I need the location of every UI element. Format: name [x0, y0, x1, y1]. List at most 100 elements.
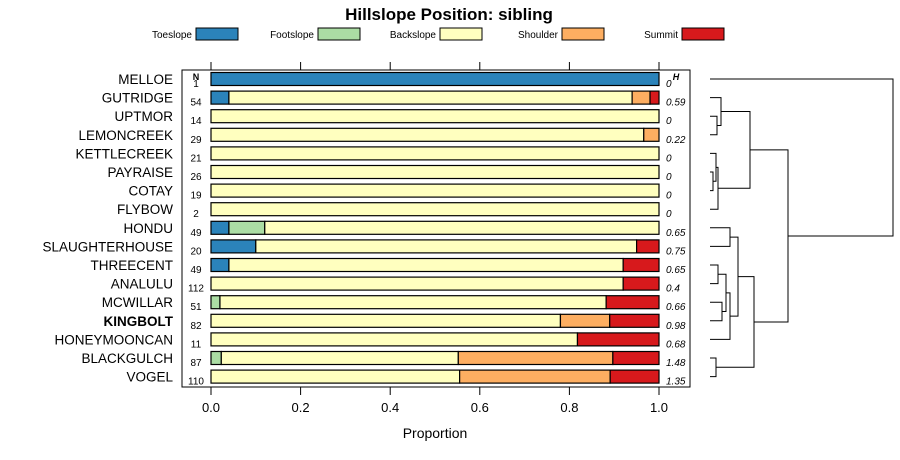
bar-segment-backslope: [210, 146, 660, 161]
row-label: BLACKGULCH: [81, 351, 173, 366]
bar-segment-backslope: [219, 295, 607, 310]
dendrogram-link: [716, 276, 755, 368]
row-h-value: 0: [666, 153, 672, 164]
bar-segment-summit: [609, 369, 660, 384]
bar-segment-toeslope: [210, 239, 257, 254]
row-label: GUTRIDGE: [102, 91, 173, 106]
row-n-count: 51: [190, 302, 202, 313]
bar-row-honeymooncan: HONEYMOONCAN 11 0.68: [54, 332, 686, 350]
dendrogram-link: [710, 301, 723, 322]
x-tick-label: 0.2: [292, 400, 310, 415]
bar-segment-footslope: [210, 350, 222, 366]
bar-segment-summit: [622, 257, 660, 273]
bar-row-uptmor: UPTMOR 14 0: [115, 109, 672, 127]
dendrogram-link: [730, 236, 739, 317]
bar-row-threecent: THREECENT 49 0.65: [90, 257, 686, 276]
row-h-value: 0.98: [666, 321, 686, 332]
legend-label-backslope: Backslope: [390, 30, 437, 41]
row-n-count: 54: [190, 98, 202, 109]
bar-segment-summit: [609, 313, 660, 328]
bar-segment-backslope: [210, 127, 645, 142]
h-header: H: [673, 72, 680, 82]
axes: 0.0 0.2 0.4 0.6 0.8 1.0: [202, 62, 668, 415]
row-label: KINGBOLT: [104, 314, 174, 329]
row-n-count: 2: [193, 209, 199, 220]
bar-segment-backslope: [255, 239, 638, 254]
bar-segment-backslope: [210, 276, 624, 291]
dendrogram-link: [750, 149, 789, 323]
bar-segment-shoulder: [559, 313, 611, 328]
legend-label-summit: Summit: [644, 30, 678, 41]
row-n-count: 26: [190, 172, 202, 183]
row-label: MELLOE: [118, 72, 173, 87]
bar-segment-backslope: [210, 109, 660, 124]
chart-title: Hillslope Position: sibling: [345, 5, 553, 24]
bar-row-cotay: COTAY 19 0: [128, 183, 672, 202]
legend: Toeslope Footslope Backslope Shoulder Summit: [152, 27, 725, 41]
bar-row-payraise: PAYRAISE 26 0: [107, 164, 672, 183]
bar-row-blackgulch: BLACKGULCH 87 1.48: [81, 350, 686, 369]
row-h-value: 0: [666, 116, 672, 127]
dendrogram-link: [710, 264, 719, 285]
row-label: MCWILLAR: [102, 295, 174, 310]
row-label: COTAY: [128, 184, 173, 199]
row-label: VOGEL: [126, 370, 173, 385]
row-h-value: 0.65: [666, 265, 686, 276]
row-n-count: 49: [190, 265, 202, 276]
bar-segment-summit: [635, 239, 660, 254]
dendrogram-link: [718, 111, 751, 189]
bar-segment-shoulder: [457, 350, 614, 366]
row-label: FLYBOW: [117, 202, 173, 217]
row-h-value: 1.35: [666, 377, 686, 388]
row-h-value: 0: [666, 209, 672, 220]
bar-segment-toeslope: [210, 257, 230, 273]
row-n-count: 110: [188, 377, 204, 388]
bar-segment-backslope: [210, 202, 660, 217]
row-n-count: 20: [190, 246, 202, 257]
bar-segment-summit: [622, 276, 660, 291]
x-axis-label: Proportion: [403, 425, 468, 441]
bar-segment-backslope: [220, 350, 459, 366]
legend-label-footslope: Footslope: [270, 30, 314, 41]
bar-row-gutridge: GUTRIDGE 54 0.59: [102, 90, 686, 109]
dendrogram: [710, 78, 894, 378]
row-h-value: 0.65: [666, 228, 686, 239]
dendrogram-link: [710, 227, 731, 247]
row-n-count: 29: [190, 135, 202, 146]
dendrogram-link: [710, 78, 894, 237]
row-h-value: 0.4: [666, 284, 680, 295]
x-tick-label: 0.8: [560, 400, 578, 415]
row-h-value: 0: [666, 172, 672, 183]
n-header: N: [193, 72, 200, 82]
row-n-count: 1: [193, 79, 199, 90]
bar-segment-toeslope: [210, 90, 230, 105]
row-h-value: 0: [666, 79, 672, 90]
row-h-value: 0.59: [666, 98, 686, 109]
row-h-value: 0.22: [666, 135, 686, 146]
bar-segment-shoulder: [631, 90, 651, 105]
legend-swatch-toeslope: [195, 27, 239, 41]
row-label: HONDU: [124, 221, 174, 236]
bar-segment-footslope: [228, 220, 266, 235]
bar-row-mcwillar: MCWILLAR 51 0.66: [102, 295, 686, 313]
row-h-value: 0.66: [666, 302, 686, 313]
x-tick-label: 0.6: [471, 400, 489, 415]
bar-row-kingbolt: KINGBOLT 82 0.98: [104, 313, 686, 332]
bar-row-vogel: VOGEL 110 1.35: [126, 369, 686, 388]
legend-swatch-summit: [681, 27, 725, 41]
bar-segment-backslope: [210, 313, 562, 328]
bar-segment-backslope: [228, 257, 624, 273]
x-tick-label: 1.0: [650, 400, 668, 415]
bar-segment-backslope: [210, 164, 660, 180]
bar-segment-toeslope: [210, 220, 230, 235]
row-label: HONEYMOONCAN: [54, 332, 173, 347]
dendrogram-link: [710, 357, 717, 378]
bar-row-flybow: FLYBOW 2 0: [117, 202, 672, 220]
bar-segment-summit: [612, 350, 660, 366]
bar-segment-toeslope: [210, 71, 660, 87]
row-n-count: 49: [190, 228, 202, 239]
bar-segment-summit: [649, 90, 660, 105]
dendrogram-link: [710, 115, 718, 136]
bar-segment-summit: [605, 295, 660, 310]
